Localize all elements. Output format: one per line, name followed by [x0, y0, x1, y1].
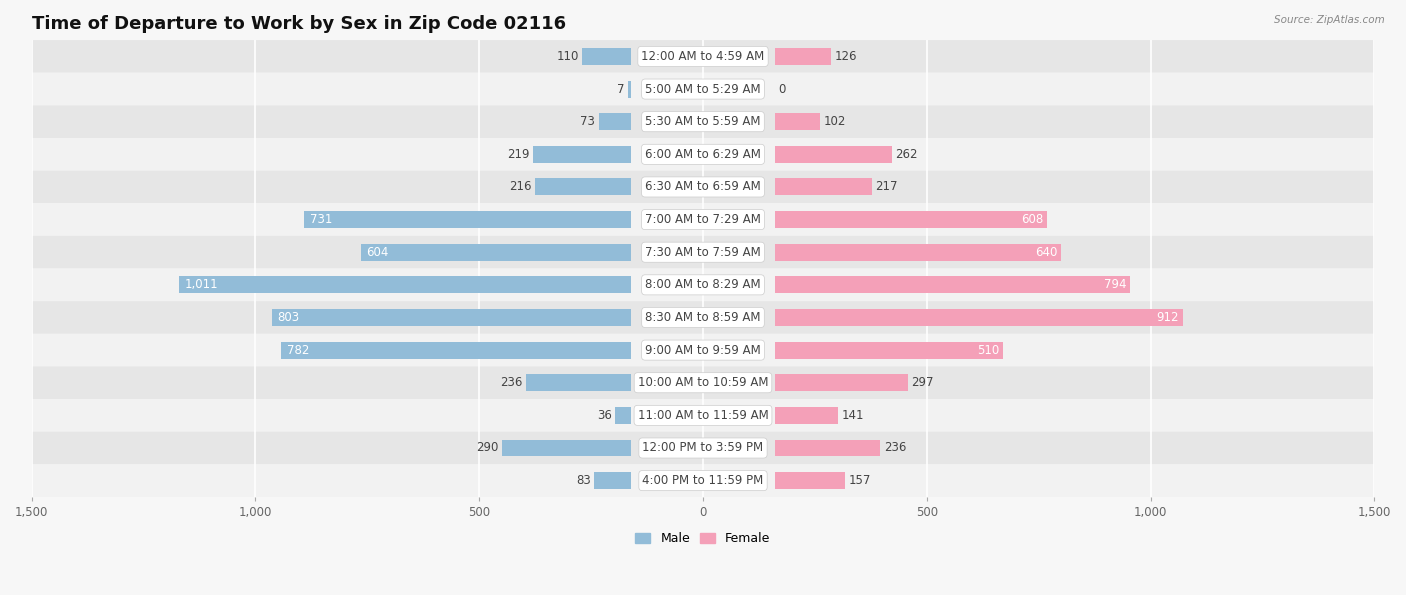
Text: 803: 803	[277, 311, 299, 324]
Bar	[775, 407, 838, 424]
Bar	[361, 244, 631, 261]
Text: 608: 608	[1021, 213, 1043, 226]
Text: 236: 236	[499, 376, 522, 389]
Text: 640: 640	[1035, 246, 1057, 259]
Text: 6:30 AM to 6:59 AM: 6:30 AM to 6:59 AM	[645, 180, 761, 193]
Bar	[775, 472, 845, 489]
FancyBboxPatch shape	[32, 399, 1374, 432]
Text: 7: 7	[617, 83, 624, 96]
Text: 217: 217	[876, 180, 898, 193]
Text: 10:00 AM to 10:59 AM: 10:00 AM to 10:59 AM	[638, 376, 768, 389]
Text: 126: 126	[835, 50, 858, 63]
FancyBboxPatch shape	[32, 40, 1374, 73]
Bar	[775, 276, 1130, 293]
Text: 6:00 AM to 6:29 AM: 6:00 AM to 6:29 AM	[645, 148, 761, 161]
FancyBboxPatch shape	[32, 432, 1374, 464]
FancyBboxPatch shape	[32, 236, 1374, 268]
Text: 794: 794	[1104, 278, 1126, 292]
Text: 262: 262	[896, 148, 918, 161]
Text: 5:00 AM to 5:29 AM: 5:00 AM to 5:29 AM	[645, 83, 761, 96]
Text: 297: 297	[911, 376, 934, 389]
Bar	[534, 178, 631, 195]
FancyBboxPatch shape	[32, 171, 1374, 203]
Text: 12:00 AM to 4:59 AM: 12:00 AM to 4:59 AM	[641, 50, 765, 63]
Text: 912: 912	[1157, 311, 1180, 324]
Text: 8:00 AM to 8:29 AM: 8:00 AM to 8:29 AM	[645, 278, 761, 292]
Bar	[526, 374, 631, 392]
FancyBboxPatch shape	[32, 203, 1374, 236]
Text: 216: 216	[509, 180, 531, 193]
Text: 157: 157	[848, 474, 870, 487]
Text: 510: 510	[977, 343, 1000, 356]
Text: 36: 36	[596, 409, 612, 422]
Bar	[582, 48, 631, 65]
Bar	[616, 407, 631, 424]
Bar	[775, 244, 1062, 261]
Text: 1,011: 1,011	[184, 278, 218, 292]
Text: 5:30 AM to 5:59 AM: 5:30 AM to 5:59 AM	[645, 115, 761, 128]
Bar	[775, 211, 1046, 228]
Text: Time of Departure to Work by Sex in Zip Code 02116: Time of Departure to Work by Sex in Zip …	[32, 15, 565, 33]
Bar	[271, 309, 631, 326]
Text: 4:00 PM to 11:59 PM: 4:00 PM to 11:59 PM	[643, 474, 763, 487]
Bar	[304, 211, 631, 228]
Text: 604: 604	[367, 246, 389, 259]
FancyBboxPatch shape	[32, 268, 1374, 301]
Bar	[775, 113, 820, 130]
Bar	[533, 146, 631, 163]
FancyBboxPatch shape	[32, 334, 1374, 367]
Bar	[502, 440, 631, 456]
Text: 8:30 AM to 8:59 AM: 8:30 AM to 8:59 AM	[645, 311, 761, 324]
Bar	[628, 80, 631, 98]
Bar	[775, 178, 872, 195]
Text: 782: 782	[287, 343, 309, 356]
Bar	[775, 48, 831, 65]
Text: 83: 83	[576, 474, 591, 487]
Bar	[179, 276, 631, 293]
Text: 73: 73	[581, 115, 595, 128]
Bar	[775, 309, 1182, 326]
Text: 236: 236	[884, 441, 907, 455]
FancyBboxPatch shape	[32, 73, 1374, 105]
Text: Source: ZipAtlas.com: Source: ZipAtlas.com	[1274, 15, 1385, 25]
FancyBboxPatch shape	[32, 105, 1374, 138]
Text: 141: 141	[841, 409, 863, 422]
Text: 110: 110	[557, 50, 579, 63]
Bar	[775, 342, 1002, 359]
Legend: Male, Female: Male, Female	[630, 527, 776, 550]
FancyBboxPatch shape	[32, 464, 1374, 497]
FancyBboxPatch shape	[32, 138, 1374, 171]
Bar	[595, 472, 631, 489]
Text: 7:00 AM to 7:29 AM: 7:00 AM to 7:29 AM	[645, 213, 761, 226]
Text: 219: 219	[508, 148, 530, 161]
FancyBboxPatch shape	[32, 367, 1374, 399]
Text: 0: 0	[778, 83, 786, 96]
FancyBboxPatch shape	[32, 301, 1374, 334]
Bar	[775, 146, 891, 163]
Bar	[281, 342, 631, 359]
Bar	[599, 113, 631, 130]
Text: 11:00 AM to 11:59 AM: 11:00 AM to 11:59 AM	[638, 409, 768, 422]
Bar	[775, 440, 880, 456]
Text: 9:00 AM to 9:59 AM: 9:00 AM to 9:59 AM	[645, 343, 761, 356]
Text: 102: 102	[824, 115, 846, 128]
Text: 731: 731	[309, 213, 332, 226]
Bar	[775, 374, 907, 392]
Text: 290: 290	[475, 441, 498, 455]
Text: 7:30 AM to 7:59 AM: 7:30 AM to 7:59 AM	[645, 246, 761, 259]
Text: 12:00 PM to 3:59 PM: 12:00 PM to 3:59 PM	[643, 441, 763, 455]
